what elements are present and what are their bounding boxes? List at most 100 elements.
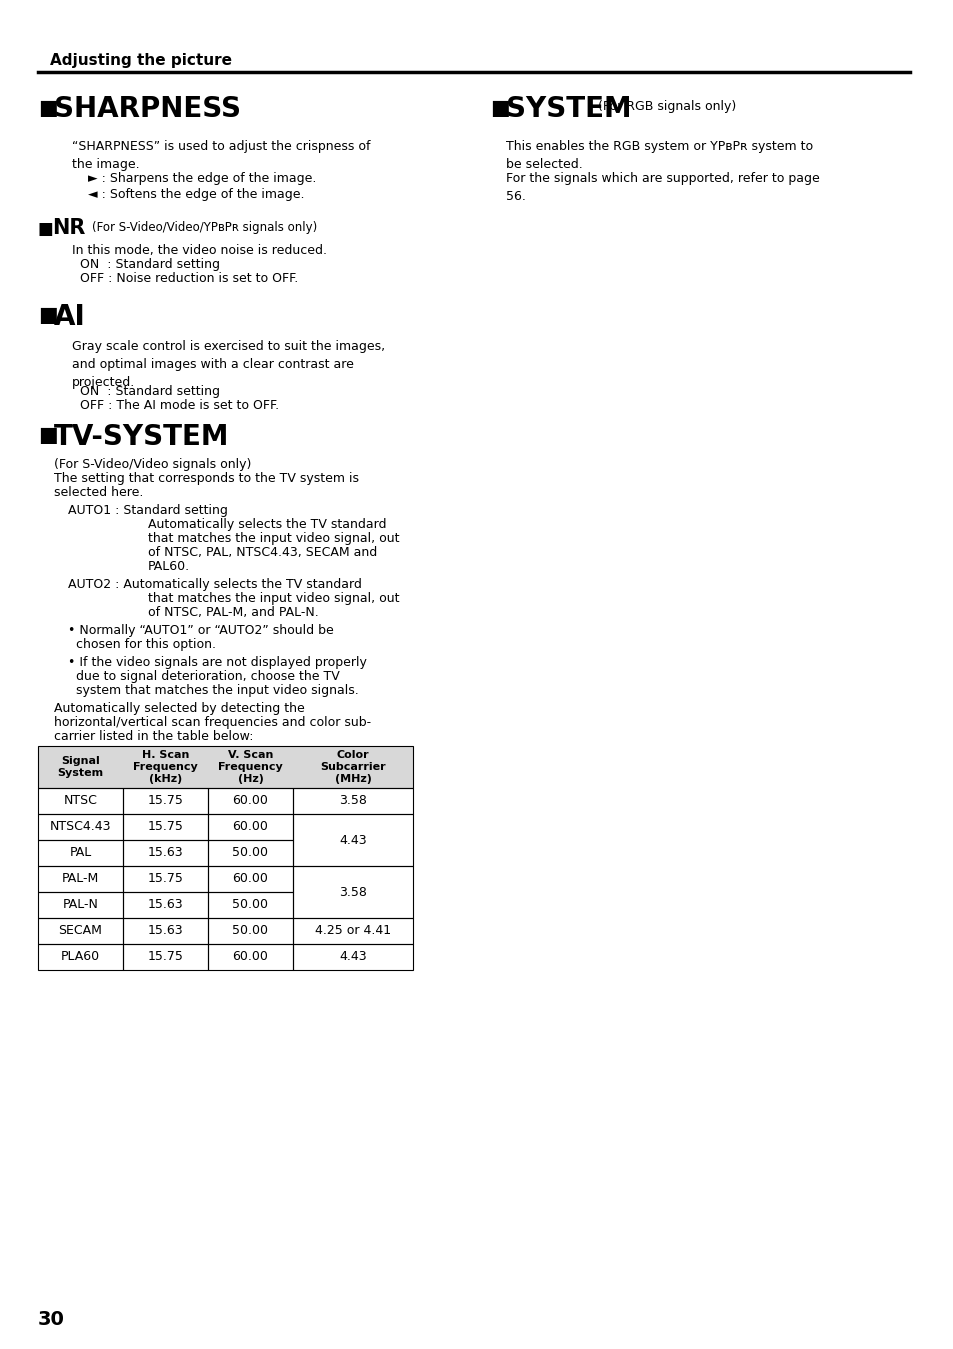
Text: ON  : Standard setting: ON : Standard setting bbox=[80, 384, 220, 398]
Text: (For S-Video/Video/YPʙPʀ signals only): (For S-Video/Video/YPʙPʀ signals only) bbox=[91, 221, 317, 233]
Bar bbox=[293, 866, 413, 919]
Text: system that matches the input video signals.: system that matches the input video sign… bbox=[76, 684, 358, 697]
Text: 60.00: 60.00 bbox=[233, 820, 268, 834]
Text: Gray scale control is exercised to suit the images,
and optimal images with a cl: Gray scale control is exercised to suit … bbox=[71, 340, 385, 389]
Bar bbox=[38, 944, 123, 970]
Text: SYSTEM: SYSTEM bbox=[505, 94, 631, 123]
Text: NR: NR bbox=[52, 219, 85, 237]
Bar bbox=[123, 919, 208, 944]
Bar bbox=[123, 840, 208, 866]
Text: 50.00: 50.00 bbox=[233, 924, 268, 938]
Bar bbox=[38, 813, 123, 840]
Bar bbox=[123, 944, 208, 970]
Bar bbox=[123, 813, 208, 840]
Text: TV-SYSTEM: TV-SYSTEM bbox=[54, 424, 230, 451]
Bar bbox=[123, 788, 208, 813]
Text: ON  : Standard setting: ON : Standard setting bbox=[80, 258, 220, 271]
Text: NTSC4.43: NTSC4.43 bbox=[50, 820, 112, 834]
Bar bbox=[208, 788, 293, 813]
Text: horizontal/vertical scan frequencies and color sub-: horizontal/vertical scan frequencies and… bbox=[54, 716, 371, 728]
Text: 15.63: 15.63 bbox=[148, 924, 183, 938]
Text: that matches the input video signal, out: that matches the input video signal, out bbox=[148, 592, 399, 604]
Text: due to signal deterioration, choose the TV: due to signal deterioration, choose the … bbox=[76, 670, 339, 683]
Text: PAL-N: PAL-N bbox=[63, 898, 98, 912]
Text: PAL-M: PAL-M bbox=[62, 873, 99, 885]
Text: of NTSC, PAL, NTSC4.43, SECAM and: of NTSC, PAL, NTSC4.43, SECAM and bbox=[148, 546, 376, 558]
Bar bbox=[38, 746, 413, 788]
Text: 3.58: 3.58 bbox=[338, 885, 367, 898]
Text: This enables the RGB system or YPʙPʀ system to
be selected.: This enables the RGB system or YPʙPʀ sys… bbox=[505, 140, 812, 171]
Text: PAL60.: PAL60. bbox=[148, 560, 190, 573]
Bar bbox=[293, 813, 413, 866]
Bar bbox=[293, 919, 413, 944]
Text: Automatically selects the TV standard: Automatically selects the TV standard bbox=[148, 518, 386, 532]
Text: 4.25 or 4.41: 4.25 or 4.41 bbox=[314, 924, 391, 938]
Text: chosen for this option.: chosen for this option. bbox=[76, 638, 215, 652]
Text: • If the video signals are not displayed properly: • If the video signals are not displayed… bbox=[68, 656, 367, 669]
Text: 15.75: 15.75 bbox=[148, 951, 183, 963]
Text: AUTO2 : Automatically selects the TV standard: AUTO2 : Automatically selects the TV sta… bbox=[68, 577, 361, 591]
Bar bbox=[123, 866, 208, 892]
Text: (For RGB signals only): (For RGB signals only) bbox=[598, 100, 736, 113]
Text: PAL: PAL bbox=[70, 847, 91, 859]
Text: AI: AI bbox=[54, 304, 86, 331]
Text: Signal
System: Signal System bbox=[57, 755, 104, 778]
Text: 15.75: 15.75 bbox=[148, 873, 183, 885]
Text: The setting that corresponds to the TV system is: The setting that corresponds to the TV s… bbox=[54, 472, 358, 486]
Bar bbox=[208, 892, 293, 919]
Text: NTSC: NTSC bbox=[64, 795, 97, 808]
Text: SHARPNESS: SHARPNESS bbox=[54, 94, 241, 123]
Bar bbox=[208, 813, 293, 840]
Text: ■: ■ bbox=[38, 220, 53, 237]
Bar bbox=[38, 892, 123, 919]
Text: Color
Subcarrier
(MHz): Color Subcarrier (MHz) bbox=[320, 750, 385, 784]
Text: 3.58: 3.58 bbox=[338, 795, 367, 808]
Bar bbox=[293, 788, 413, 813]
Bar bbox=[38, 866, 123, 892]
Bar bbox=[208, 944, 293, 970]
Text: ■: ■ bbox=[490, 98, 509, 117]
Text: • Normally “AUTO1” or “AUTO2” should be: • Normally “AUTO1” or “AUTO2” should be bbox=[68, 625, 334, 637]
Text: 60.00: 60.00 bbox=[233, 873, 268, 885]
Text: In this mode, the video noise is reduced.: In this mode, the video noise is reduced… bbox=[71, 244, 327, 258]
Text: AUTO1 : Standard setting: AUTO1 : Standard setting bbox=[68, 505, 228, 517]
Bar bbox=[123, 892, 208, 919]
Text: “SHARPNESS” is used to adjust the crispness of
the image.: “SHARPNESS” is used to adjust the crispn… bbox=[71, 140, 370, 171]
Text: OFF : Noise reduction is set to OFF.: OFF : Noise reduction is set to OFF. bbox=[80, 272, 298, 285]
Bar bbox=[38, 788, 123, 813]
Text: 50.00: 50.00 bbox=[233, 898, 268, 912]
Text: ► : Sharpens the edge of the image.: ► : Sharpens the edge of the image. bbox=[88, 173, 316, 185]
Text: 15.75: 15.75 bbox=[148, 820, 183, 834]
Text: 4.43: 4.43 bbox=[339, 951, 366, 963]
Text: For the signals which are supported, refer to page
56.: For the signals which are supported, ref… bbox=[505, 173, 819, 202]
Text: 4.43: 4.43 bbox=[339, 834, 366, 847]
Text: selected here.: selected here. bbox=[54, 486, 143, 499]
Text: ◄ : Softens the edge of the image.: ◄ : Softens the edge of the image. bbox=[88, 188, 304, 201]
Text: Automatically selected by detecting the: Automatically selected by detecting the bbox=[54, 701, 304, 715]
Text: 15.75: 15.75 bbox=[148, 795, 183, 808]
Text: ■: ■ bbox=[38, 305, 58, 325]
Text: that matches the input video signal, out: that matches the input video signal, out bbox=[148, 532, 399, 545]
Text: 15.63: 15.63 bbox=[148, 898, 183, 912]
Text: Adjusting the picture: Adjusting the picture bbox=[50, 53, 232, 67]
Text: PLA60: PLA60 bbox=[61, 951, 100, 963]
Text: ■: ■ bbox=[38, 425, 58, 445]
Bar bbox=[293, 944, 413, 970]
Text: 60.00: 60.00 bbox=[233, 951, 268, 963]
Text: H. Scan
Frequency
(kHz): H. Scan Frequency (kHz) bbox=[133, 750, 197, 784]
Bar bbox=[208, 840, 293, 866]
Text: ■: ■ bbox=[38, 98, 58, 117]
Text: 50.00: 50.00 bbox=[233, 847, 268, 859]
Text: of NTSC, PAL-M, and PAL-N.: of NTSC, PAL-M, and PAL-N. bbox=[148, 606, 318, 619]
Bar bbox=[38, 840, 123, 866]
Text: SECAM: SECAM bbox=[58, 924, 102, 938]
Text: 15.63: 15.63 bbox=[148, 847, 183, 859]
Text: 60.00: 60.00 bbox=[233, 795, 268, 808]
Text: V. Scan
Frequency
(Hz): V. Scan Frequency (Hz) bbox=[218, 750, 283, 784]
Text: 30: 30 bbox=[38, 1310, 65, 1329]
Text: carrier listed in the table below:: carrier listed in the table below: bbox=[54, 730, 253, 743]
Bar bbox=[38, 919, 123, 944]
Bar bbox=[208, 866, 293, 892]
Text: OFF : The AI mode is set to OFF.: OFF : The AI mode is set to OFF. bbox=[80, 399, 279, 411]
Bar bbox=[208, 919, 293, 944]
